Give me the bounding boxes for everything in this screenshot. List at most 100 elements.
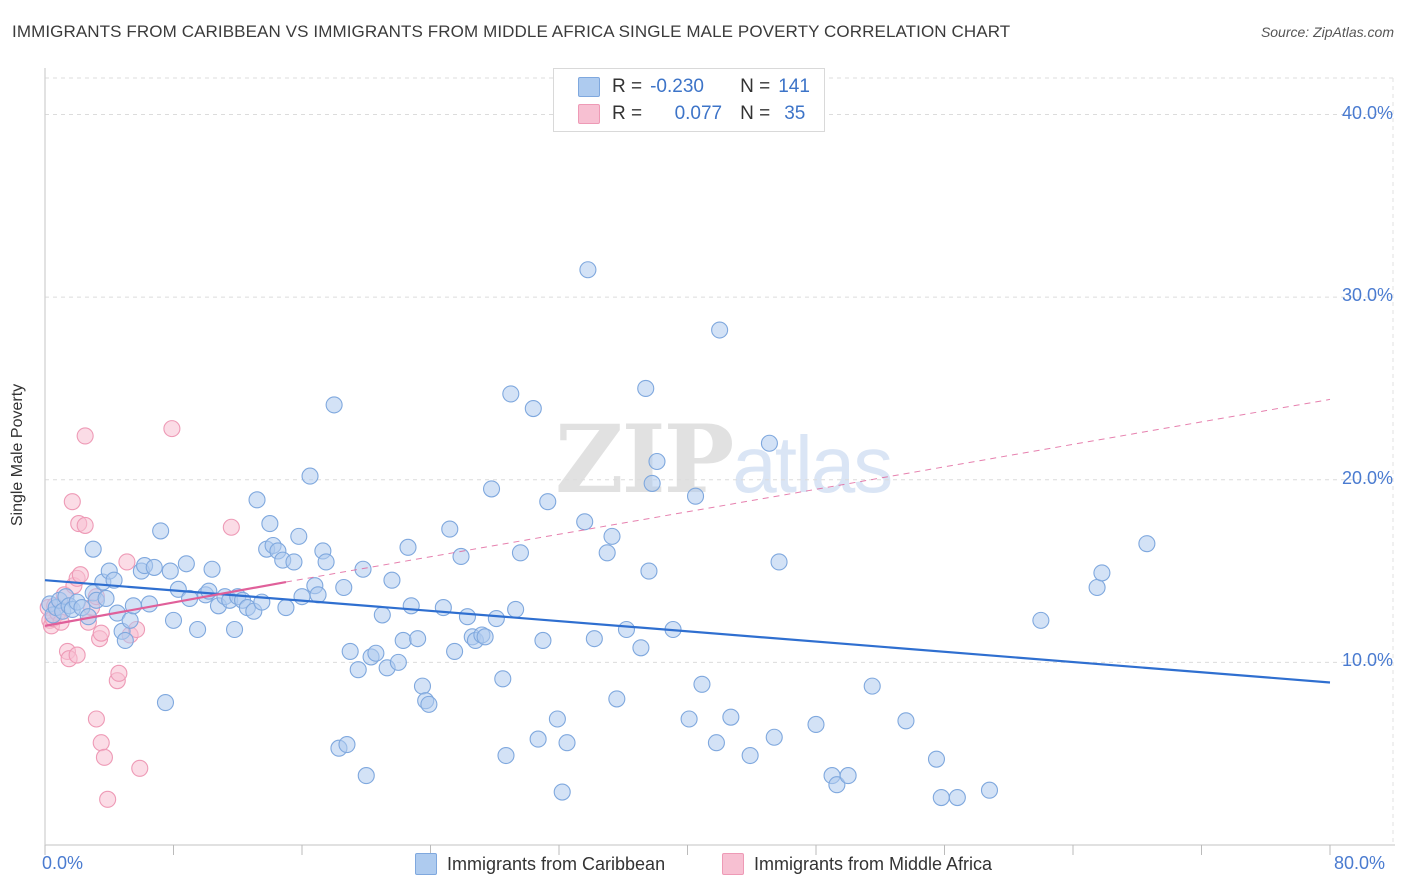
- caribbean-point: [394, 631, 412, 650]
- middle-africa-point: [68, 646, 86, 664]
- caribbean-point: [164, 611, 183, 629]
- y-axis-label: Single Male Poverty: [9, 383, 26, 527]
- middle-africa-point: [92, 734, 110, 752]
- caribbean-point: [507, 600, 525, 618]
- caribbean-point: [932, 788, 950, 807]
- caribbean-point: [325, 396, 343, 414]
- caribbean-point: [608, 690, 626, 708]
- chart-title: IMMIGRANTS FROM CARIBBEAN VS IMMIGRANTS …: [12, 22, 1011, 41]
- caribbean-point: [177, 555, 195, 573]
- caribbean-point: [707, 734, 725, 752]
- caribbean-point: [152, 522, 170, 540]
- caribbean-point: [502, 385, 520, 403]
- middle-africa-point: [99, 790, 117, 808]
- caribbean-point: [637, 379, 655, 398]
- source-label: Source: ZipAtlas.com: [1260, 24, 1394, 40]
- caribbean-point: [367, 644, 385, 662]
- caribbean-point: [140, 595, 158, 613]
- caribbean-point: [765, 728, 783, 746]
- caribbean-point: [511, 544, 530, 562]
- caribbean-point: [248, 491, 266, 509]
- middle-africa-point: [118, 553, 136, 571]
- caribbean-point: [341, 642, 359, 660]
- caribbean-point: [97, 589, 115, 608]
- caribbean-point: [497, 746, 515, 765]
- caribbean-point: [553, 783, 571, 801]
- caribbean-point: [1093, 564, 1111, 582]
- middle-africa-legend-swatch: [722, 853, 744, 875]
- middle-africa-point: [131, 759, 149, 777]
- caribbean-point: [335, 578, 353, 597]
- caribbean-point: [161, 562, 179, 580]
- caribbean-point: [225, 620, 244, 639]
- caribbean-point: [680, 710, 698, 728]
- y-tick-label: 40.0%: [1341, 102, 1393, 123]
- caribbean-point: [617, 620, 636, 639]
- caribbean-point: [1088, 578, 1106, 597]
- caribbean-point: [261, 515, 279, 533]
- caribbean-point: [441, 520, 459, 538]
- caribbean-point: [598, 544, 616, 562]
- caribbean-point: [897, 712, 915, 730]
- caribbean-point: [760, 434, 778, 452]
- caribbean-point: [711, 321, 729, 339]
- middle-africa-n-value: 35: [784, 103, 806, 124]
- caribbean-point: [722, 708, 740, 726]
- caribbean-point: [686, 487, 705, 505]
- caribbean-point: [349, 661, 367, 679]
- caribbean-point: [948, 788, 966, 807]
- caribbean-r-value: -0.230: [650, 76, 704, 97]
- caribbean-n-value: 141: [778, 76, 810, 97]
- caribbean-point: [640, 562, 658, 580]
- caribbean-point: [585, 630, 603, 648]
- legend-row-caribbean: R = -0.230 N = 141: [578, 75, 810, 99]
- y-tick-label: 20.0%: [1341, 467, 1393, 488]
- caribbean-point: [534, 631, 552, 650]
- caribbean-point: [409, 630, 427, 648]
- x-tick-label-max: 80.0%: [1334, 853, 1386, 873]
- caribbean-point: [458, 608, 476, 626]
- middle-africa-swatch: [578, 104, 600, 124]
- caribbean-point: [420, 695, 438, 713]
- caribbean-point: [338, 736, 356, 754]
- caribbean-point: [189, 620, 207, 639]
- legend-row-middle-africa: R = 0.077 N = 35: [578, 102, 805, 126]
- caribbean-point: [487, 610, 505, 628]
- legend-item-caribbean[interactable]: Immigrants from Caribbean: [415, 851, 665, 877]
- caribbean-point: [770, 553, 788, 571]
- caribbean-points: [41, 261, 1156, 807]
- caribbean-legend-label: Immigrants from Caribbean: [447, 853, 666, 874]
- caribbean-point: [317, 553, 335, 571]
- middle-africa-trend-line: [44, 580, 287, 627]
- caribbean-point: [1138, 535, 1156, 553]
- middle-africa-point: [76, 516, 94, 534]
- legend-r-label: R =: [612, 103, 643, 124]
- legend-n-label: N =: [740, 103, 771, 124]
- caribbean-point: [482, 480, 501, 498]
- caribbean-point: [116, 631, 134, 650]
- caribbean-point: [389, 653, 407, 671]
- caribbean-point: [145, 558, 163, 576]
- middle-africa-point: [71, 566, 89, 584]
- caribbean-point: [539, 493, 557, 511]
- caribbean-point: [1032, 611, 1050, 629]
- grid-lines: [45, 77, 1395, 845]
- caribbean-point: [579, 261, 597, 279]
- caribbean-point: [648, 452, 666, 471]
- x-tick-label-min: 0.0%: [42, 853, 84, 873]
- caribbean-point: [839, 767, 857, 785]
- legend-item-middle-africa[interactable]: Immigrants from Middle Africa: [722, 851, 992, 877]
- caribbean-point: [301, 467, 319, 485]
- caribbean-point: [741, 746, 759, 765]
- middle-africa-point: [95, 748, 113, 766]
- caribbean-point: [399, 538, 417, 556]
- caribbean-point: [156, 694, 175, 712]
- axes: [44, 68, 1395, 855]
- caribbean-point: [863, 677, 881, 695]
- middle-africa-r-value: 0.077: [674, 103, 723, 124]
- caribbean-point: [290, 527, 308, 545]
- caribbean-point: [105, 571, 123, 589]
- caribbean-point: [277, 599, 295, 617]
- middle-africa-legend-label: Immigrants from Middle Africa: [754, 853, 993, 874]
- caribbean-point: [828, 776, 846, 794]
